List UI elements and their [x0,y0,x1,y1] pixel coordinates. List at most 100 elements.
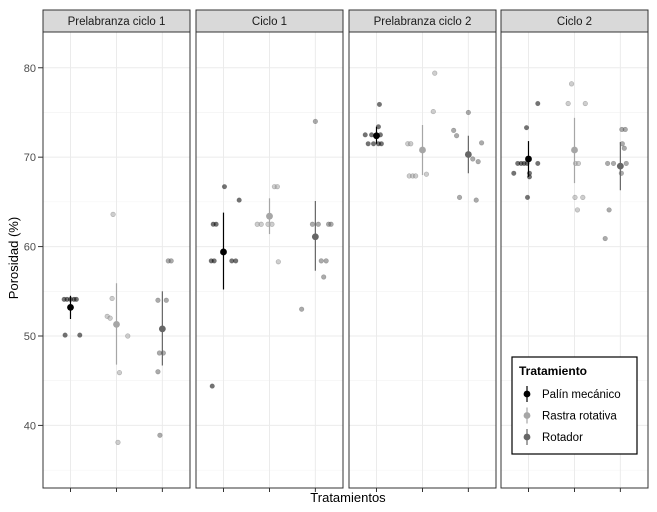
legend-entry-label: Palín mecánico [542,389,621,401]
data-point [610,160,617,167]
legend-key-point [523,390,531,398]
data-point [451,127,457,133]
data-point [115,439,121,446]
data-point [465,109,471,116]
data-point [211,258,217,264]
data-point [511,170,517,176]
data-point [312,118,318,125]
mean-point [525,155,532,163]
y-axis-title: Porosidad (%) [6,217,21,299]
legend-entry-label: Rastra rotativa [542,411,617,423]
data-point [478,140,485,146]
data-point [430,108,436,115]
mean-point [464,151,472,158]
panel-border [42,31,191,489]
data-point [309,221,316,227]
data-point [275,259,281,265]
data-point [621,145,627,151]
data-point [580,194,586,201]
data-point [213,221,219,227]
data-point [622,126,628,133]
data-point [378,141,384,147]
data-point [423,171,430,177]
data-point [535,160,541,167]
data-point [365,141,371,147]
data-point [109,295,115,302]
data-point [323,258,329,264]
data-point [574,207,581,213]
mean-point [158,325,166,333]
y-tick-label: 60 [24,242,36,254]
data-point [269,221,275,227]
data-point [321,274,327,280]
mean-point [113,320,120,328]
data-point [328,221,334,227]
data-point [160,350,166,356]
data-point [62,332,68,338]
data-point [605,160,611,167]
facet-panel: Ciclo 2 [500,9,649,492]
legend-box [511,356,638,455]
data-point [526,174,533,180]
panel-border [195,31,344,489]
mean-point [67,303,74,311]
data-point [623,160,629,167]
data-point [535,100,541,107]
data-point [370,141,377,147]
data-point [475,159,481,165]
x-axis-title: Tratamientos [310,490,386,505]
data-point [299,306,305,312]
data-point [456,194,463,201]
data-point [565,100,571,107]
data-point [582,100,588,107]
data-point [432,70,438,76]
data-point [258,221,264,227]
legend-key-point [523,412,531,419]
facet-strip-title: Prelabranza ciclo 2 [374,16,472,28]
y-tick-label: 70 [24,152,36,164]
data-point [606,207,612,213]
legend-title: Tratamiento [519,364,587,378]
data-point [155,369,161,375]
data-point [163,297,169,303]
mean-point [266,212,273,220]
facet-panel: Ciclo 1 [195,9,344,492]
data-point [233,258,239,264]
mean-point [616,162,624,170]
facet-strip-title: Ciclo 1 [252,16,287,28]
mean-point [220,248,227,256]
data-point [473,197,479,203]
data-point [73,296,79,302]
data-point [315,221,321,227]
data-point [413,173,419,179]
mean-point [419,146,426,154]
data-point [274,184,280,190]
data-point [209,383,215,389]
mean-point [311,233,319,241]
data-point [77,332,83,338]
y-tick-label: 40 [24,420,36,432]
data-point [362,132,368,138]
data-point [618,170,624,176]
mean-point [571,146,578,154]
legend-key-point [523,433,531,441]
data-point [116,370,123,376]
data-point [155,297,161,303]
data-point [221,184,228,190]
data-point [107,315,113,321]
mean-point [373,132,380,140]
legend: Tratamiento Palín mecánico Rastra rotativa… [511,356,638,455]
facet-panels: Prelabranza ciclo 1 Ciclo 1 Prelabranza ci… [42,9,649,492]
data-point [157,432,163,438]
data-point [572,194,578,201]
facet-strip-title: Prelabranza ciclo 1 [68,16,166,28]
data-point [602,235,608,242]
data-point [125,333,131,339]
y-tick-label: 80 [24,63,36,75]
panel-border [500,31,649,489]
data-point [110,211,116,217]
facet-panel: Prelabranza ciclo 2 [348,9,497,492]
data-point [168,258,174,264]
data-point [575,160,582,167]
facet-panel: Prelabranza ciclo 1 [42,9,191,492]
